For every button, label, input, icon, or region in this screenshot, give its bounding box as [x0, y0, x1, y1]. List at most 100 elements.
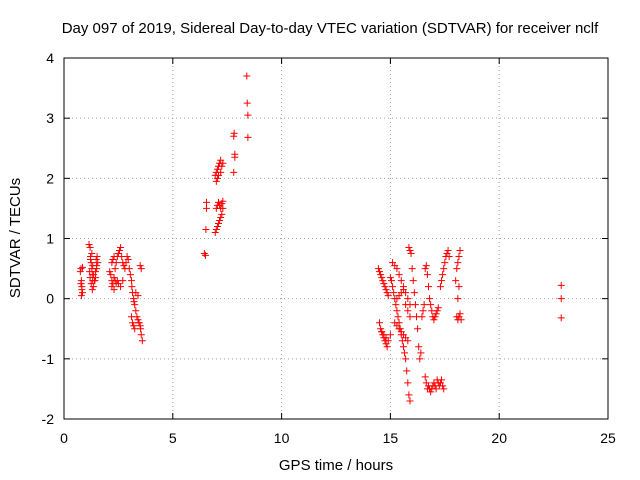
data-point: [415, 343, 423, 351]
data-point: [219, 159, 227, 167]
data-point: [128, 283, 136, 291]
data-point: [123, 253, 131, 261]
data-point: [419, 307, 427, 315]
data-point: [436, 283, 444, 291]
data-point: [405, 244, 413, 252]
data-point: [200, 250, 208, 258]
data-point: [395, 271, 403, 279]
x-tick-label: 10: [274, 430, 290, 446]
data-point: [454, 295, 462, 303]
data-point: [109, 256, 117, 264]
data-point: [404, 295, 412, 303]
data-point: [393, 307, 401, 315]
data-point: [411, 301, 419, 309]
data-point: [445, 253, 453, 261]
data-point: [440, 265, 448, 273]
data-point: [377, 325, 385, 333]
data-point: [92, 256, 100, 264]
data-point: [131, 301, 139, 309]
data-point: [91, 277, 99, 285]
data-point: [212, 225, 220, 233]
data-point: [77, 265, 85, 273]
x-tick-label: 25: [600, 430, 616, 446]
x-tick-label: 0: [60, 430, 68, 446]
data-point: [219, 197, 227, 205]
data-point: [432, 310, 440, 318]
data-point: [125, 265, 133, 273]
data-point: [394, 313, 402, 321]
data-point: [424, 283, 432, 291]
data-point: [438, 376, 446, 384]
data-point: [431, 313, 439, 321]
y-tick-label: -1: [42, 351, 55, 367]
data-point: [86, 268, 94, 276]
data-point: [135, 319, 143, 327]
data-point: [92, 268, 100, 276]
data-point: [131, 325, 139, 333]
data-point: [418, 313, 426, 321]
data-point: [439, 382, 447, 390]
data-point: [427, 388, 435, 396]
data-point: [406, 247, 414, 255]
data-point: [410, 289, 418, 297]
data-point: [127, 277, 135, 285]
data-point: [408, 265, 416, 273]
data-point: [401, 349, 409, 357]
data-point: [557, 314, 565, 322]
x-tick-label: 20: [491, 430, 507, 446]
data-point: [106, 268, 114, 276]
data-point: [405, 391, 413, 399]
data-point: [380, 280, 388, 288]
data-point: [127, 313, 135, 321]
data-point: [93, 253, 101, 261]
data-point: [217, 213, 225, 221]
data-point: [420, 301, 428, 309]
data-point: [438, 277, 446, 285]
data-point: [389, 283, 397, 291]
data-point: [404, 337, 412, 345]
data-point: [231, 153, 239, 161]
data-point: [387, 277, 395, 285]
data-point: [386, 331, 394, 339]
data-point: [404, 307, 412, 315]
data-point: [77, 280, 85, 288]
data-point: [93, 265, 101, 273]
data-point: [130, 322, 138, 330]
data-point: [456, 310, 464, 318]
data-point: [77, 292, 85, 300]
plot-frame: [63, 57, 609, 420]
data-point: [137, 265, 145, 273]
data-point: [124, 256, 132, 264]
data-point: [78, 289, 86, 297]
data-point: [114, 250, 122, 258]
data-point: [214, 198, 222, 206]
data-point: [421, 373, 429, 381]
data-point: [134, 316, 142, 324]
data-point: [243, 72, 251, 80]
data-point: [386, 274, 394, 282]
data-point: [392, 301, 400, 309]
data-point: [110, 286, 118, 294]
data-point: [243, 99, 251, 107]
data-point: [134, 292, 142, 300]
x-tick-labels: 0 5 10 15 20 25: [60, 430, 616, 446]
data-point: [111, 265, 119, 273]
data-point: [129, 319, 137, 327]
data-point: [456, 247, 464, 255]
data-point: [110, 253, 118, 261]
data-point: [87, 280, 95, 288]
data-point: [440, 385, 448, 393]
data-point: [426, 295, 434, 303]
data-point: [457, 316, 465, 324]
data-point: [217, 168, 225, 176]
y-tick-label: 0: [46, 291, 54, 307]
data-point: [78, 286, 86, 294]
data-point: [88, 286, 96, 294]
data-point: [402, 301, 410, 309]
data-point: [427, 301, 435, 309]
data-point: [409, 277, 417, 285]
data-point: [430, 316, 438, 324]
data-point: [381, 283, 389, 291]
y-tick-label: 1: [46, 231, 54, 247]
data-point: [137, 325, 145, 333]
